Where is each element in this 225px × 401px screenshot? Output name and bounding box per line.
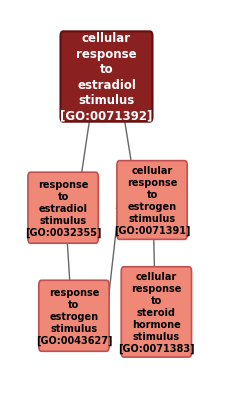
Text: response
to
estrogen
stimulus
[GO:0043627]: response to estrogen stimulus [GO:004362…: [36, 287, 112, 345]
FancyBboxPatch shape: [28, 173, 98, 244]
FancyBboxPatch shape: [121, 267, 191, 357]
FancyBboxPatch shape: [60, 32, 152, 122]
Text: cellular
response
to
steroid
hormone
stimulus
[GO:0071383]: cellular response to steroid hormone sti…: [117, 271, 194, 353]
Text: response
to
estradiol
stimulus
[GO:0032355]: response to estradiol stimulus [GO:00323…: [25, 179, 101, 237]
Text: cellular
response
to
estrogen
stimulus
[GO:0071391]: cellular response to estrogen stimulus […: [113, 166, 189, 235]
FancyBboxPatch shape: [116, 161, 186, 240]
Text: cellular
response
to
estradiol
stimulus
[GO:0071392]: cellular response to estradiol stimulus …: [60, 32, 152, 122]
FancyBboxPatch shape: [39, 281, 109, 351]
